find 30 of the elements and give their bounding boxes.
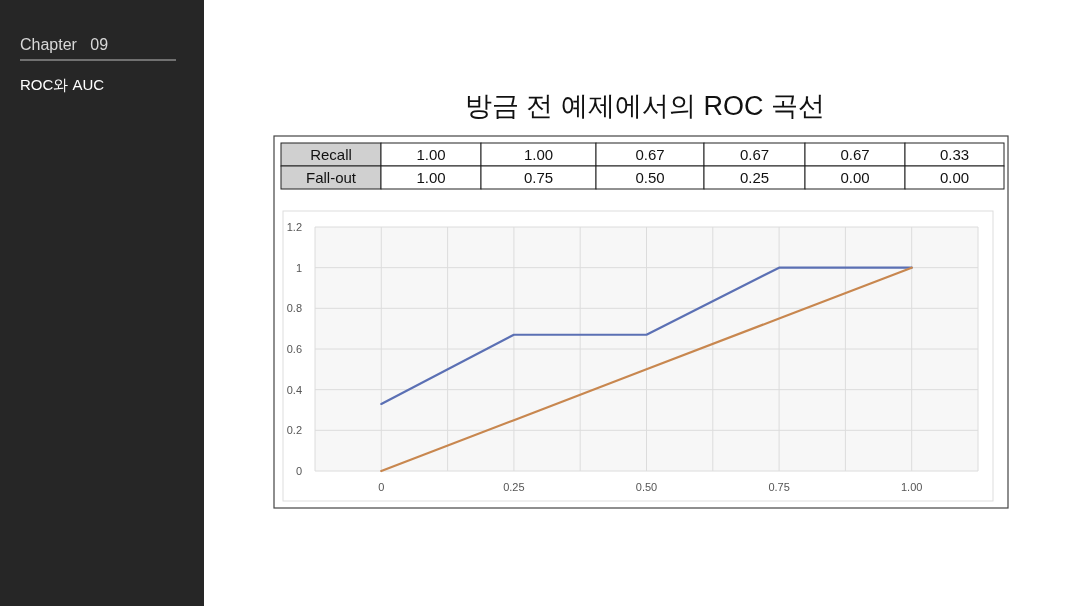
- y-tick-label: 0.2: [286, 424, 302, 437]
- y-tick-label: 0.6: [286, 343, 302, 355]
- text: 0.67: [840, 146, 870, 163]
- y-tick-label: 1: [295, 261, 302, 274]
- line-series: [380, 266, 913, 473]
- x-tick-label: 0: [378, 481, 385, 493]
- x-tick-label: 0.25: [503, 481, 525, 493]
- text: 0.67: [635, 146, 665, 163]
- text: Recall: [310, 146, 352, 163]
- y-tick-label: 0.4: [286, 383, 302, 396]
- x-tick-label: 0.75: [768, 481, 790, 493]
- y-tick-label: 0: [295, 465, 302, 477]
- text: 1.00: [416, 169, 446, 186]
- text: 0.75: [523, 169, 554, 186]
- y-tick-label: 0.8: [286, 302, 302, 315]
- text: ROC와 AUC: [20, 76, 105, 93]
- text: Chapter 09: [20, 36, 109, 53]
- y-tick-label: 1.2: [286, 221, 302, 233]
- x-tick-label: 1.00: [900, 481, 923, 493]
- text: 1.00: [523, 146, 554, 163]
- text: 0.00: [840, 169, 870, 186]
- text: 0.33: [939, 146, 970, 163]
- text: 0.00: [939, 169, 970, 186]
- x-tick-label: 0.50: [635, 481, 658, 493]
- text: Fall-out: [305, 169, 357, 186]
- text: 1.00: [416, 146, 446, 163]
- chart-title: 방금 전 예제에서의 ROC 곡선: [464, 91, 826, 121]
- text: 0.25: [739, 169, 770, 186]
- text: 0.67: [739, 146, 770, 163]
- text: 0.50: [635, 169, 665, 186]
